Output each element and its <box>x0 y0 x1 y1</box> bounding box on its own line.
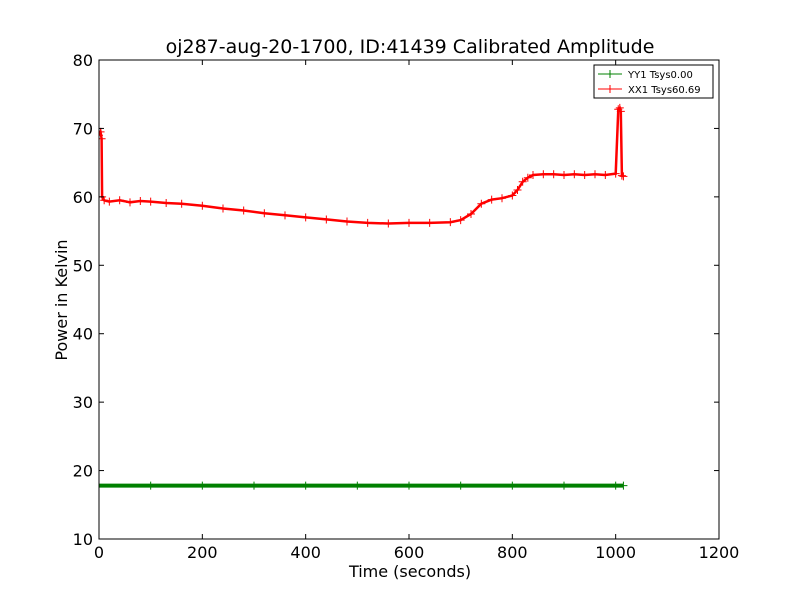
x-axis-label: Time (seconds) <box>348 562 471 581</box>
data-point <box>198 481 207 490</box>
data-point <box>301 481 310 490</box>
data-point <box>611 169 620 178</box>
data-point <box>619 481 628 490</box>
data-point <box>529 170 537 179</box>
x-tick-label: 600 <box>394 543 425 562</box>
data-point <box>177 199 186 208</box>
data-point <box>353 481 362 490</box>
data-point <box>115 196 124 205</box>
legend-marker-xx1 <box>606 85 614 93</box>
x-tick-label: 1200 <box>699 543 740 562</box>
data-point <box>616 107 625 116</box>
legend-label-yy1: YY1 Tsys0.00 <box>627 70 693 81</box>
legend: YY1 Tsys0.00 XX1 Tsys60.69 <box>593 64 714 99</box>
data-point <box>250 481 258 490</box>
legend-marker-yy1 <box>606 70 614 78</box>
y-tick-label: 30 <box>73 393 93 412</box>
data-point <box>405 218 413 227</box>
x-tick-label: 400 <box>290 543 321 562</box>
data-point <box>508 191 517 200</box>
data-point <box>146 481 155 490</box>
y-tick-label: 80 <box>73 51 93 70</box>
data-point <box>219 204 227 213</box>
data-point <box>343 217 351 226</box>
x-tick-label: 800 <box>497 543 528 562</box>
data-point <box>539 170 548 179</box>
data-point <box>136 196 145 205</box>
data-point <box>580 170 589 179</box>
data-point <box>570 170 579 179</box>
data-point <box>617 171 626 180</box>
x-tick-label: 1000 <box>595 543 636 562</box>
data-point <box>322 215 331 224</box>
y-tick-label: 60 <box>73 188 93 207</box>
data-point <box>260 209 269 218</box>
data-point <box>363 218 372 227</box>
data-point <box>508 481 517 490</box>
data-point <box>477 199 486 208</box>
data-point <box>405 481 413 490</box>
legend-box <box>593 64 714 99</box>
data-point <box>99 127 105 136</box>
data-point <box>456 216 465 225</box>
data-point <box>425 218 434 227</box>
data-point <box>384 219 393 228</box>
data-point <box>446 218 455 227</box>
data-point <box>162 199 171 208</box>
chart-title: oj287-aug-20-1700, ID:41439 Calibrated A… <box>166 36 655 58</box>
data-point <box>560 170 568 179</box>
x-tick-label: 200 <box>187 543 218 562</box>
data-point <box>99 134 106 143</box>
data-point <box>301 213 310 222</box>
ticks-layer: 0 200 400 600 800 1000 1200 10 20 30 40 50 60 70 80 <box>73 51 740 562</box>
data-point <box>611 481 620 490</box>
series-0 <box>99 481 628 490</box>
y-tick-label: 40 <box>73 325 93 344</box>
data-point <box>281 211 289 220</box>
data-point <box>498 194 506 203</box>
data-point <box>615 103 624 112</box>
data-point <box>549 170 558 179</box>
data-point <box>99 481 103 490</box>
data-point <box>601 170 610 179</box>
data-point <box>560 481 568 490</box>
data-point <box>518 177 527 186</box>
data-point <box>126 198 134 207</box>
data-point <box>105 197 114 206</box>
legend-label-xx1: XX1 Tsys60.69 <box>628 85 701 96</box>
data-point <box>198 201 207 210</box>
y-axis-label: Power in Kelvin <box>52 239 71 360</box>
x-tick-label: 0 <box>94 543 104 562</box>
data-point <box>146 197 155 206</box>
data-point <box>591 170 599 179</box>
y-tick-label: 50 <box>73 256 93 275</box>
y-tick-label: 10 <box>73 530 93 549</box>
data-point <box>456 481 465 490</box>
data-point <box>239 206 248 215</box>
data-point <box>619 172 628 181</box>
y-tick-label: 20 <box>73 462 93 481</box>
data-point <box>513 186 522 195</box>
series-1 <box>99 103 628 228</box>
plot-layer <box>99 103 628 490</box>
data-point <box>487 195 496 204</box>
data-point <box>100 196 109 205</box>
data-point <box>467 209 475 218</box>
y-tick-label: 70 <box>73 119 93 138</box>
data-point <box>523 173 532 182</box>
